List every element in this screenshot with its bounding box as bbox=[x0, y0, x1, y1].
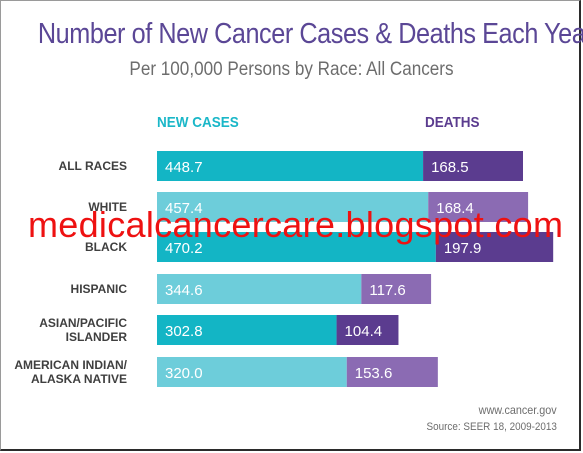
data-label-new-cases: 470.2 bbox=[165, 240, 203, 257]
category-label: BLACK bbox=[85, 240, 127, 254]
category-label: AMERICAN INDIAN/ bbox=[14, 358, 127, 372]
data-label-new-cases: 320.0 bbox=[165, 365, 203, 382]
bar-new-cases bbox=[157, 192, 429, 222]
bar-deaths bbox=[428, 192, 529, 222]
category-label: ASIAN/PACIFIC bbox=[39, 316, 127, 330]
data-label-deaths: 153.6 bbox=[355, 365, 393, 382]
data-label-new-cases: 302.8 bbox=[165, 323, 203, 340]
category-label: ISLANDER bbox=[66, 330, 128, 344]
bar-deaths bbox=[435, 232, 554, 262]
data-label-deaths: 117.6 bbox=[369, 282, 405, 299]
data-label-deaths: 104.4 bbox=[345, 323, 383, 340]
data-label-new-cases: 457.4 bbox=[165, 200, 203, 217]
legend-deaths: DEATHS bbox=[425, 114, 480, 131]
data-label-new-cases: 448.7 bbox=[165, 159, 203, 176]
data-label-deaths: 168.5 bbox=[431, 159, 469, 176]
category-label: WHITE bbox=[88, 200, 127, 214]
bar-new-cases bbox=[157, 274, 362, 304]
category-label: ALASKA NATIVE bbox=[31, 372, 127, 386]
chart-subtitle: Per 100,000 Persons by Race: All Cancers bbox=[129, 59, 454, 80]
legend-new-cases: NEW CASES bbox=[157, 114, 239, 131]
bar-new-cases bbox=[157, 232, 436, 262]
bar-new-cases bbox=[157, 315, 337, 345]
data-label-deaths: 197.9 bbox=[444, 240, 482, 257]
bar-deaths bbox=[361, 274, 432, 304]
source-citation: Source: SEER 18, 2009-2013 bbox=[426, 421, 557, 433]
bar-new-cases bbox=[157, 357, 347, 387]
source-site: www.cancer.gov bbox=[478, 403, 557, 417]
bar-deaths bbox=[423, 151, 523, 181]
bar-new-cases bbox=[157, 151, 424, 181]
chart-title: Number of New Cancer Cases & Deaths Each… bbox=[37, 18, 583, 50]
bar-deaths bbox=[346, 357, 438, 387]
category-label: ALL RACES bbox=[59, 159, 127, 173]
data-label-deaths: 168.4 bbox=[436, 200, 474, 217]
category-label: HISPANIC bbox=[71, 282, 128, 296]
data-label-new-cases: 344.6 bbox=[165, 282, 203, 299]
bar-deaths bbox=[336, 315, 399, 345]
